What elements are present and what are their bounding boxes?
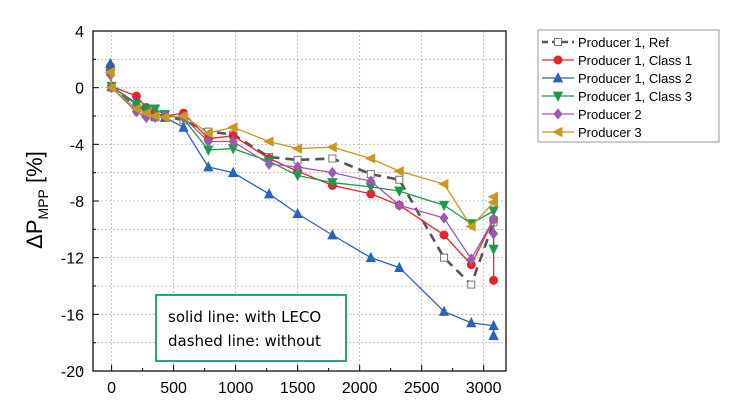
- legend-box: [537, 29, 720, 143]
- series-6: [104, 66, 498, 232]
- series-layer: [104, 57, 499, 340]
- data-point: [149, 104, 161, 115]
- data-point: [178, 121, 189, 132]
- data-point: [394, 199, 404, 211]
- y-tick-label: -4: [70, 137, 84, 154]
- data-point: [438, 178, 449, 190]
- series-line: [109, 70, 495, 287]
- data-point: [291, 143, 303, 154]
- data-point: [365, 251, 376, 263]
- data-point: [488, 206, 499, 217]
- y-tick-label: -12: [61, 251, 84, 268]
- legend-marker: [553, 108, 563, 120]
- x-tick-label: 0: [107, 380, 116, 397]
- legend: Producer 1, Ref Producer 1, Class 1 Produc…: [537, 29, 720, 143]
- y-tick-label: 4: [75, 24, 84, 41]
- data-point: [489, 275, 499, 285]
- data-point: [487, 191, 498, 202]
- data-point: [366, 175, 376, 187]
- data-point: [228, 135, 238, 148]
- legend-marker: [552, 72, 564, 83]
- data-point: [438, 305, 450, 316]
- data-point: [395, 175, 404, 184]
- data-point: [159, 112, 170, 123]
- series-line: [109, 66, 495, 281]
- legend-label: Producer 3: [578, 125, 642, 140]
- legend-label: Producer 1, Ref: [578, 35, 669, 50]
- data-point: [326, 142, 337, 153]
- legend-marker: [554, 38, 562, 46]
- data-point: [466, 253, 476, 265]
- legend-marker: [552, 91, 564, 102]
- series-4: [105, 69, 499, 256]
- x-tick-label: 2500: [404, 380, 440, 397]
- legend-marker: [553, 55, 563, 65]
- data-point: [327, 229, 338, 240]
- data-point: [293, 161, 303, 173]
- data-point: [177, 110, 188, 122]
- data-point: [227, 122, 238, 133]
- data-point: [263, 136, 274, 147]
- data-point: [328, 154, 337, 163]
- series-line: [109, 73, 495, 250]
- data-point: [327, 178, 338, 189]
- data-point: [105, 82, 117, 93]
- data-point: [439, 230, 449, 240]
- data-point: [104, 66, 115, 78]
- data-point: [465, 221, 476, 232]
- data-point: [439, 212, 449, 224]
- data-point: [394, 186, 405, 197]
- y-tick-label: -20: [61, 364, 84, 381]
- annotation-box: solid line: with LECO dashed line: witho…: [155, 294, 347, 362]
- data-point: [203, 161, 214, 172]
- y-tick-label: 0: [75, 81, 84, 98]
- data-point: [439, 253, 448, 262]
- data-point: [393, 166, 404, 177]
- data-point: [203, 135, 213, 148]
- annotation-line-2: dashed line: without: [168, 332, 321, 350]
- x-tick-label: 1500: [280, 380, 316, 397]
- data-point: [130, 103, 141, 115]
- data-point: [488, 319, 499, 331]
- data-point: [264, 158, 274, 170]
- legend-label: Producer 1, Class 1: [578, 53, 692, 68]
- annotation-line-1: solid line: with LECO: [168, 308, 322, 326]
- data-point: [149, 110, 160, 122]
- data-point: [488, 244, 499, 256]
- legend-label: Producer 1, Class 3: [578, 89, 692, 104]
- data-point: [488, 329, 499, 340]
- data-point: [227, 166, 239, 178]
- data-point: [203, 145, 214, 156]
- axes: 0 500 1000 1500 2000 2500 3000 4 0 -4 -8 -12 -16 -20: [61, 24, 502, 397]
- data-point: [467, 280, 476, 289]
- y-axis-label: ΔPMPP [%]: [22, 151, 51, 249]
- data-point: [202, 127, 213, 139]
- series-5: [105, 69, 499, 265]
- data-point: [489, 227, 499, 240]
- y-tick-label: -16: [61, 307, 84, 324]
- data-point: [489, 213, 499, 226]
- data-point: [466, 316, 477, 328]
- x-tick-label: 2000: [342, 380, 378, 397]
- y-tick-label: -8: [70, 194, 84, 211]
- legend-label: Producer 1, Class 2: [578, 71, 692, 86]
- data-point: [105, 57, 116, 68]
- x-tick-label: 500: [160, 380, 187, 397]
- data-point: [438, 200, 450, 212]
- legend-marker: [552, 126, 563, 138]
- data-point: [292, 207, 303, 219]
- legend-label: Producer 2: [578, 107, 642, 122]
- data-point: [394, 261, 405, 272]
- data-point: [327, 167, 337, 179]
- data-point: [364, 153, 376, 164]
- data-point: [140, 108, 151, 119]
- x-tick-label: 1000: [218, 380, 254, 397]
- x-tick-label: 3000: [466, 380, 502, 397]
- data-point: [263, 188, 275, 199]
- series-1: [106, 66, 498, 289]
